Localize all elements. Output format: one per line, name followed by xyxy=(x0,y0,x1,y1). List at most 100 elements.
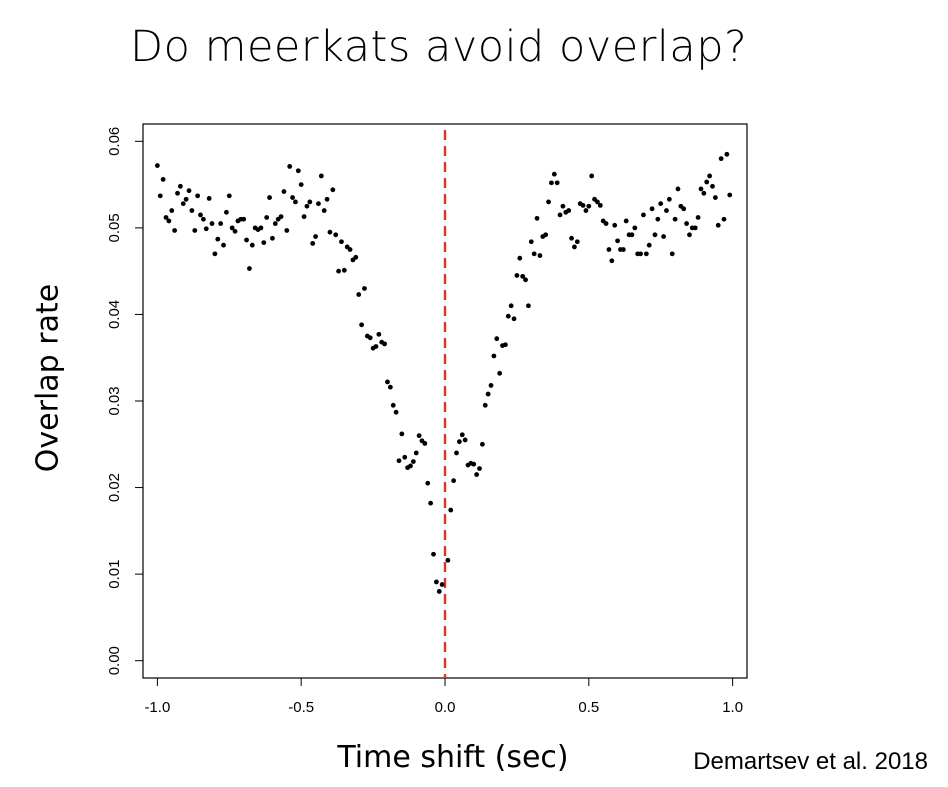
data-point xyxy=(359,322,364,328)
data-point xyxy=(528,239,534,245)
data-point xyxy=(632,225,638,231)
data-point xyxy=(606,247,612,252)
data-point xyxy=(356,292,362,297)
data-point xyxy=(551,171,557,177)
data-point xyxy=(218,221,224,226)
data-point xyxy=(209,221,215,226)
data-point xyxy=(295,168,301,174)
data-point xyxy=(675,186,681,192)
data-point xyxy=(658,201,664,207)
data-point xyxy=(247,266,252,271)
data-point xyxy=(272,221,278,226)
x-tick-label: -1.0 xyxy=(144,699,170,716)
data-point xyxy=(514,273,520,278)
data-point xyxy=(333,232,339,238)
data-point xyxy=(655,216,661,222)
data-point xyxy=(413,450,419,456)
data-point xyxy=(353,254,359,260)
data-point xyxy=(244,237,249,243)
data-point xyxy=(459,432,465,438)
data-point xyxy=(195,193,201,199)
data-point xyxy=(249,242,255,248)
data-point xyxy=(727,192,733,198)
data-point xyxy=(166,218,172,224)
data-point xyxy=(270,235,275,241)
data-point xyxy=(638,251,643,257)
data-point xyxy=(232,228,238,234)
data-point xyxy=(431,551,436,557)
data-point xyxy=(212,251,218,257)
data-point xyxy=(462,437,468,443)
data-point xyxy=(531,251,537,257)
data-point xyxy=(183,196,189,202)
data-point xyxy=(304,203,310,209)
data-point xyxy=(186,188,192,194)
data-point xyxy=(281,189,287,194)
data-point xyxy=(681,206,687,212)
data-point xyxy=(290,195,295,200)
data-point xyxy=(560,203,566,209)
data-point xyxy=(511,316,517,322)
y-tick-label: 0.06 xyxy=(106,127,123,156)
data-point xyxy=(313,234,318,239)
data-point xyxy=(629,232,635,238)
data-point xyxy=(508,303,514,309)
data-point xyxy=(695,215,701,220)
data-point xyxy=(393,409,399,415)
data-point xyxy=(451,478,457,484)
data-point xyxy=(583,208,589,213)
data-point xyxy=(428,500,434,506)
data-point xyxy=(704,179,710,185)
data-point xyxy=(574,239,580,245)
x-tick-label: 0.0 xyxy=(435,699,456,716)
data-point xyxy=(175,190,180,196)
data-point xyxy=(439,582,445,587)
data-point xyxy=(284,228,290,233)
page-title: Do meerkats avoid overlap? xyxy=(130,22,748,72)
data-point xyxy=(169,208,175,213)
data-point xyxy=(666,196,672,202)
data-point xyxy=(494,336,500,342)
data-point xyxy=(264,215,270,220)
data-point xyxy=(362,286,367,291)
data-point xyxy=(471,461,477,467)
data-point xyxy=(491,353,497,359)
y-tick-label: 0.02 xyxy=(106,473,123,502)
data-point xyxy=(385,379,390,385)
x-tick-label: 0.5 xyxy=(578,699,599,716)
data-point xyxy=(572,244,577,250)
data-point xyxy=(526,303,531,309)
data-point xyxy=(497,370,503,376)
data-point xyxy=(503,342,508,348)
data-point xyxy=(482,402,488,408)
data-point xyxy=(566,208,572,213)
data-point xyxy=(307,199,313,205)
citation: Demartsev et al. 2018 xyxy=(693,748,928,775)
data-point xyxy=(718,156,724,162)
data-point xyxy=(339,239,344,245)
data-point xyxy=(203,226,209,232)
data-point xyxy=(721,216,727,222)
data-point xyxy=(448,507,454,513)
data-point xyxy=(543,232,549,238)
data-point xyxy=(180,201,186,207)
y-tick-label: 0.05 xyxy=(106,213,123,242)
data-point xyxy=(341,267,347,273)
data-point xyxy=(316,201,321,207)
data-point xyxy=(643,251,649,257)
data-point xyxy=(425,480,431,486)
data-point xyxy=(226,193,232,199)
data-point xyxy=(615,238,620,244)
data-point xyxy=(189,208,195,213)
data-point xyxy=(620,247,626,252)
data-point xyxy=(324,196,330,202)
data-point xyxy=(609,258,615,264)
data-point xyxy=(327,229,333,235)
x-axis-label: Time shift (sec) xyxy=(337,740,569,775)
data-point xyxy=(258,225,264,231)
data-point xyxy=(163,215,169,220)
data-point xyxy=(569,235,574,241)
data-point xyxy=(408,463,413,469)
data-point xyxy=(554,180,560,186)
data-point xyxy=(160,177,166,182)
